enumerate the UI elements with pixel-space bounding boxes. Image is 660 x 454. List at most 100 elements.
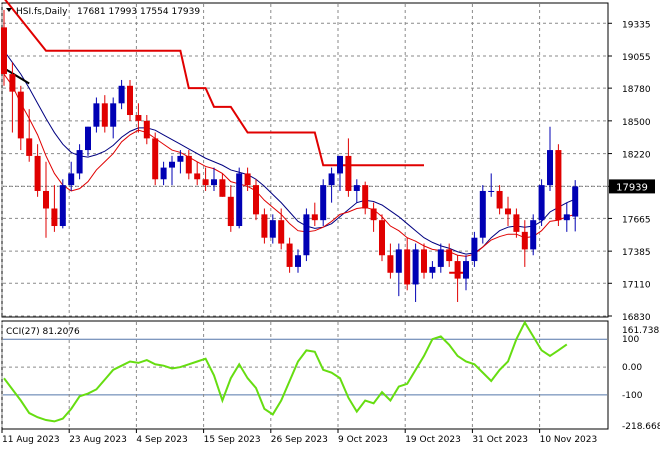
cci-line [3,320,568,423]
price-axis-labels: 1933519055187801850018220179401766517385… [608,20,651,323]
bear-candle [513,214,520,232]
moving-averages [3,50,576,257]
date-tick-label: 23 Aug 2023 [69,435,127,445]
date-axis-labels: 11 Aug 2023 23 Aug 2023 4 Sep 2023 15 Sep 2… [1,429,597,445]
bull-candle [488,190,495,192]
bear-candle [34,155,41,191]
bear-candle [521,231,528,250]
bear-candle [404,249,411,285]
bull-candle [211,179,217,186]
cci-axis-labels: 161.7385100 0.00 -100 -218.668 [622,326,660,432]
bull-candle [320,185,327,221]
bull-candle [85,126,91,151]
price-tick-label: 18780 [622,85,651,95]
last-price-value: 17939 [616,182,648,193]
bear-candle [127,85,133,116]
cci-grid [1,322,607,428]
trail-stop-segment [4,0,424,167]
date-tick-label: 19 Oct 2023 [405,435,461,445]
bear-candle [9,74,16,92]
bear-candle [387,255,394,273]
bull-candle [269,220,276,238]
price-tick-label: 16830 [622,313,651,323]
cci-tick-label: 100 [622,335,639,345]
bull-candle [177,155,184,162]
bull-candle [110,103,117,127]
bear-candle [345,155,352,191]
bull-candle [169,161,175,168]
bear-candle [253,185,259,215]
bull-candle [395,249,402,273]
bear-candle [454,261,461,279]
bear-candle [152,138,159,180]
price-tick-label: 18220 [622,151,651,161]
cci-tick-label: -218.668 [622,422,660,432]
bull-candle [479,190,486,238]
bear-candle [227,196,234,227]
bear-candle [496,190,503,209]
bear-candle [278,220,285,244]
bear-candle [51,208,58,227]
bear-candle [311,214,318,221]
bull-candle [563,214,570,221]
candlesticks [1,9,579,302]
cci-tick-label: -100 [622,391,643,401]
bear-candle [555,150,562,221]
bull-candle [160,167,167,180]
bull-candle [412,249,419,285]
bull-candle [337,155,343,174]
bull-candle [547,150,553,186]
bull-candle [530,220,537,250]
bull-candle [303,214,310,256]
date-tick-label: 11 Aug 2023 [2,435,60,445]
bear-candle [43,190,49,209]
bull-candle [437,249,444,267]
bear-candle [194,173,201,180]
bear-candle [244,173,251,186]
bull-candle [68,173,75,186]
bull-candle [76,150,83,174]
bear-candle [1,27,7,75]
bull-candle [429,266,436,273]
bear-candle [26,138,33,156]
price-tick-label: 17110 [622,280,651,290]
bear-candle [446,249,453,262]
chart-header: HSI.fs,Daily 17681 17993 17554 17939 [6,7,200,17]
bear-candle [261,214,268,238]
price-tick-label: 17665 [622,215,651,225]
bull-candle [463,261,469,279]
cci-tick-label: 0.00 [622,363,642,373]
bull-candle [538,185,545,221]
bull-candle [93,103,100,127]
collapse-triangle-icon[interactable] [6,8,12,12]
bull-candle [295,255,301,267]
date-tick-label: 26 Sep 2023 [271,435,328,445]
price-tick-label: 18500 [622,118,651,128]
bear-candle [362,185,369,209]
bear-candle [202,179,209,186]
bear-candle [379,220,385,256]
price-tick-label: 17385 [622,248,651,258]
bull-candle [118,85,125,104]
bear-candle [185,155,192,174]
bear-candle [219,179,226,197]
cci-label: CCI(27) 81.2076 [6,327,80,337]
bull-candle [353,185,360,191]
bull-candle [236,173,243,227]
ohlc-values: 17681 17993 17554 17939 [77,7,200,17]
bull-candle [328,173,335,186]
date-tick-label: 9 Oct 2023 [338,435,388,445]
bear-candle [143,120,150,139]
bull-candle [572,186,579,217]
date-tick-label: 15 Sep 2023 [204,435,261,445]
bull-candle [471,237,478,262]
bear-candle [421,249,427,273]
bear-candle [370,208,377,221]
price-panel-frame [1,2,609,318]
cci-series [3,320,568,423]
bear-candle [101,103,108,127]
fast-moving-average [3,73,576,257]
bear-candle [286,243,293,267]
